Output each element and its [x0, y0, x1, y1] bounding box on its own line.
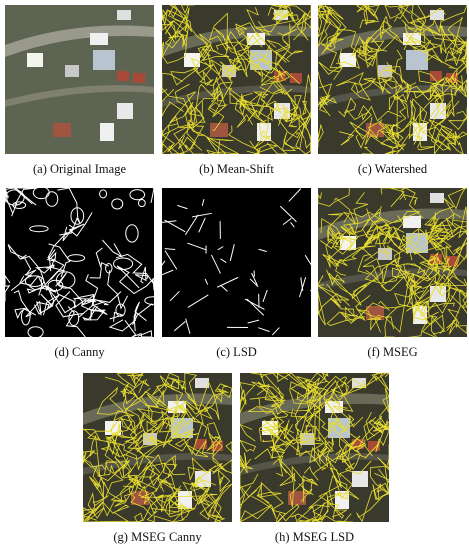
roof [90, 33, 108, 45]
panel [240, 373, 389, 522]
roof [133, 73, 145, 83]
roof [93, 50, 115, 70]
roof [328, 418, 350, 438]
panel [5, 187, 161, 338]
roof [53, 123, 71, 137]
caption: (f) MSEG [367, 345, 417, 359]
image-background [162, 188, 311, 337]
panel [318, 5, 467, 154]
roof [117, 103, 133, 119]
caption: (h) MSEG LSD [275, 530, 354, 544]
roof [290, 73, 302, 83]
roof [27, 53, 43, 67]
figure: (a) Original Image (b) Mean-Shift (c) Wate… [0, 0, 469, 554]
caption: (d) Canny [54, 345, 105, 359]
roof [65, 65, 79, 77]
roof [403, 216, 421, 228]
roof [117, 71, 129, 81]
panel [318, 188, 467, 337]
panel [156, 188, 321, 337]
caption: (b) Mean-Shift [199, 162, 274, 176]
caption: (a) Original Image [33, 162, 126, 176]
caption: (g) MSEG Canny [113, 530, 202, 544]
roof [100, 123, 114, 141]
caption: (c) Watershed [358, 162, 428, 176]
panel [83, 373, 232, 522]
panel [162, 5, 311, 154]
panel [5, 5, 154, 154]
roof [117, 10, 131, 20]
roof [430, 193, 444, 203]
roof [430, 10, 444, 20]
caption: (c) LSD [216, 345, 257, 359]
